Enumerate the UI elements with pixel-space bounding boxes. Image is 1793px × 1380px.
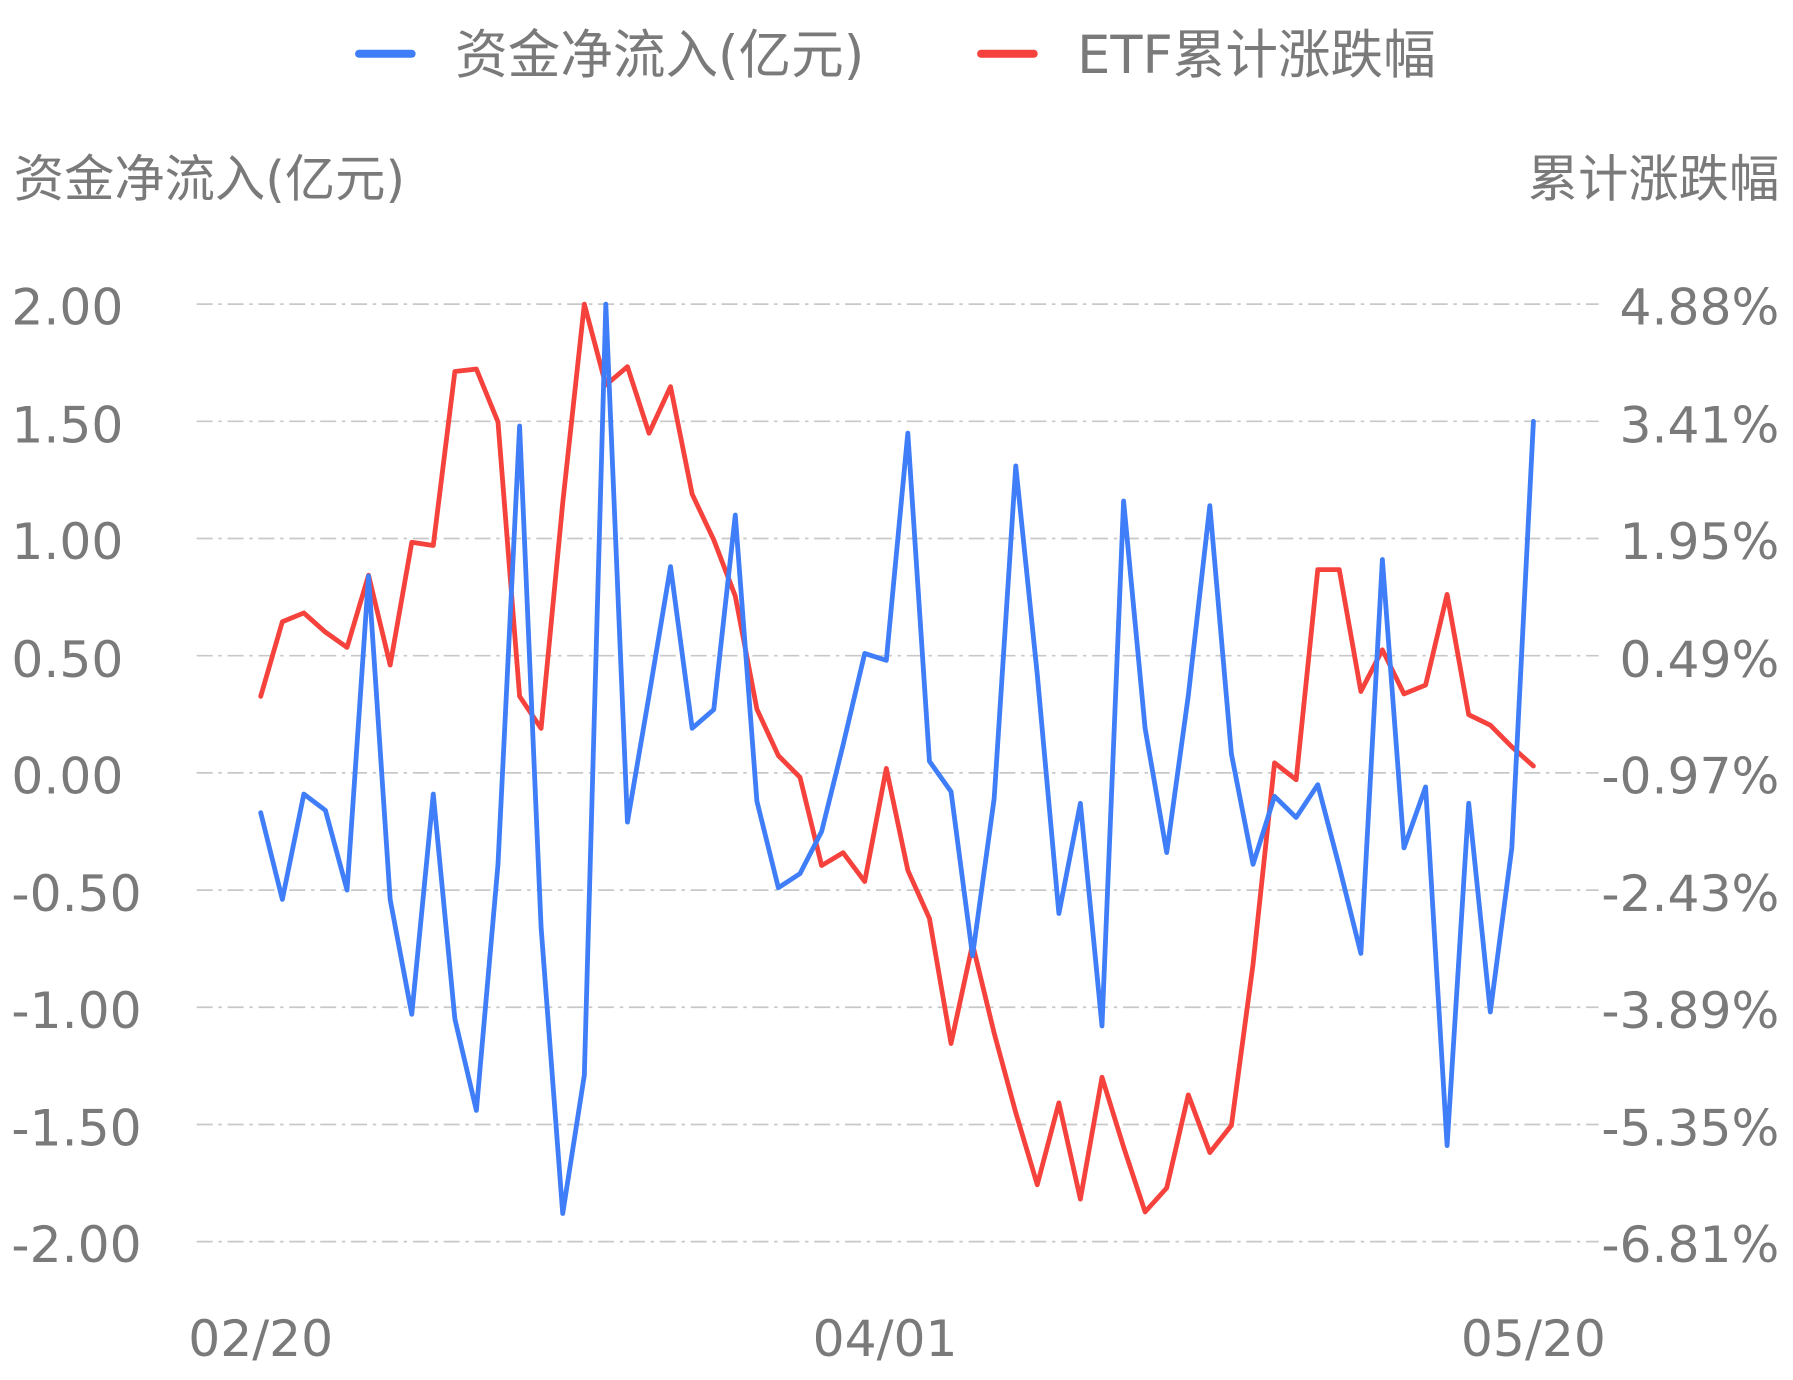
left-tick-label: -2.00 [11, 1215, 141, 1274]
right-tick-label: -5.35% [1601, 1099, 1779, 1158]
right-tick-label: -2.43% [1601, 864, 1779, 923]
left-axis-ticks: 2.00 1.50 1.00 0.50 0.00 -0.50 -1.00 -1.… [11, 278, 141, 1275]
legend-label-net-inflow: 资金净流入(亿元) [455, 25, 864, 86]
x-tick-label-end: 05/20 [1461, 1309, 1606, 1368]
legend-item-net-inflow[interactable]: 资金净流入(亿元) [355, 25, 864, 86]
cumulative-change-line[interactable] [258, 301, 1536, 1215]
left-tick-label: 1.50 [11, 395, 123, 454]
net-inflow-line[interactable] [258, 301, 1536, 1216]
right-axis-ticks: 4.88% 3.41% 1.95% 0.49% -0.97% -2.43% -3… [1601, 278, 1779, 1275]
left-axis-title: 资金净流入(亿元) [14, 150, 405, 209]
left-tick-label: 1.00 [11, 512, 123, 571]
right-tick-label: -3.89% [1601, 981, 1779, 1040]
left-tick-label: -1.50 [11, 1099, 141, 1158]
legend: 资金净流入(亿元) ETF累计涨跌幅 [355, 25, 1436, 86]
gridlines [196, 303, 1599, 1243]
right-tick-label: 4.88% [1619, 278, 1779, 337]
legend-label-cumulative-change: ETF累计涨跌幅 [1077, 25, 1436, 86]
right-tick-label: 1.95% [1619, 512, 1779, 571]
right-tick-label: -0.97% [1601, 746, 1779, 805]
right-axis-title: 累计涨跌幅 [1528, 150, 1780, 209]
left-tick-label: -0.50 [11, 864, 141, 923]
right-tick-label: -6.81% [1601, 1215, 1779, 1274]
left-tick-label: 0.00 [11, 746, 123, 805]
left-tick-label: -1.00 [11, 981, 141, 1040]
x-tick-label-start: 02/20 [188, 1309, 333, 1368]
left-tick-label: 2.00 [11, 278, 123, 337]
right-tick-label: 3.41% [1619, 395, 1779, 454]
x-axis-labels: 02/20 04/01 05/20 [188, 1309, 1606, 1368]
left-tick-label: 0.50 [11, 630, 123, 689]
right-tick-label: 0.49% [1619, 630, 1779, 689]
x-tick-label-mid: 04/01 [813, 1309, 958, 1368]
legend-item-cumulative-change[interactable]: ETF累计涨跌幅 [977, 25, 1436, 86]
